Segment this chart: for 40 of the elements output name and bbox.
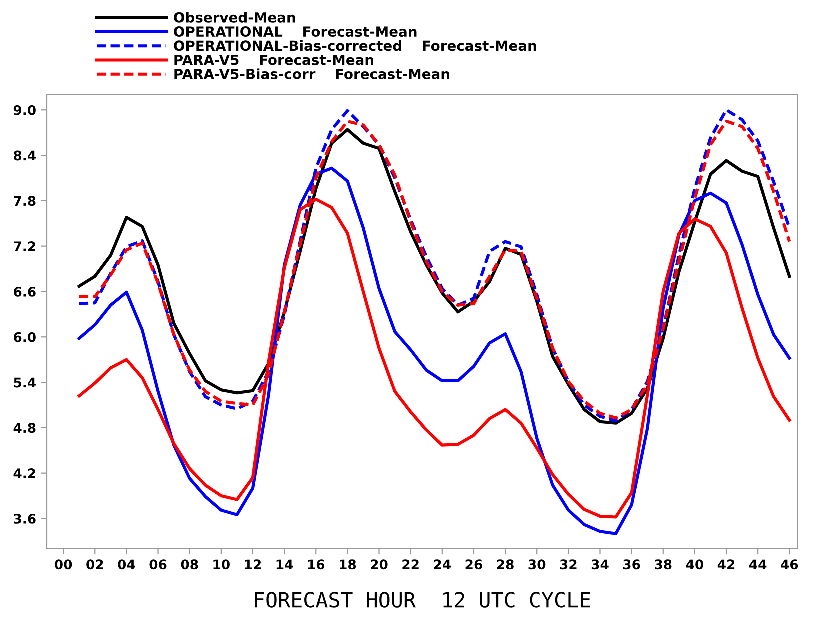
x-tick-label: 44 xyxy=(750,560,767,570)
x-tick-label: 46 xyxy=(781,560,798,570)
legend-label: PARA-V5 Forecast-Mean xyxy=(174,54,374,66)
x-tick-label: 34 xyxy=(592,560,609,570)
x-tick-label: 40 xyxy=(686,560,704,570)
x-tick-label: 02 xyxy=(86,560,104,570)
y-tick-label: 3.6 xyxy=(14,514,36,524)
y-tick-label: 5.4 xyxy=(14,378,36,388)
x-tick-label: 30 xyxy=(528,560,546,570)
y-tick-label: 7.2 xyxy=(14,242,36,252)
x-tick-label: 08 xyxy=(181,560,198,570)
legend-label: PARA-V5-Bias-corr Forecast-Mean xyxy=(174,68,450,80)
x-tick-label: 38 xyxy=(655,560,672,570)
y-tick-label: 6.0 xyxy=(14,332,36,342)
x-tick-label: 18 xyxy=(340,560,356,570)
y-tick-label: 8.4 xyxy=(14,150,36,161)
y-tick-label: 4.2 xyxy=(14,468,36,478)
y-tick-label: 9.0 xyxy=(14,105,36,116)
legend-label: OPERATIONAL Forecast-Mean xyxy=(174,26,417,38)
x-tick-label: 32 xyxy=(560,560,577,570)
x-tick-label: 10 xyxy=(214,560,230,570)
x-tick-label: 12 xyxy=(245,560,262,570)
x-axis-title: FORECAST HOUR 12 UTC CYCLE xyxy=(255,592,590,608)
x-tick-label: 14 xyxy=(276,560,294,570)
y-tick-label: 7.8 xyxy=(14,196,36,206)
legend-label: OPERATIONAL-Bias-corrected Forecast-Mean xyxy=(174,40,536,52)
x-tick-label: 20 xyxy=(371,560,388,570)
x-tick-label: 00 xyxy=(55,560,72,570)
legend-label: Observed-Mean xyxy=(174,12,296,23)
x-tick-label: 36 xyxy=(624,560,640,570)
x-tick-label: 42 xyxy=(718,560,735,570)
x-tick-label: 16 xyxy=(308,560,325,570)
y-tick-label: 4.8 xyxy=(14,423,36,434)
x-tick-label: 26 xyxy=(466,560,482,570)
x-tick-label: 24 xyxy=(434,560,451,570)
x-tick-label: 28 xyxy=(497,560,514,570)
x-tick-label: 04 xyxy=(118,560,136,570)
y-tick-label: 6.6 xyxy=(14,286,36,297)
x-tick-label: 06 xyxy=(150,560,167,570)
x-tick-label: 22 xyxy=(402,560,419,570)
